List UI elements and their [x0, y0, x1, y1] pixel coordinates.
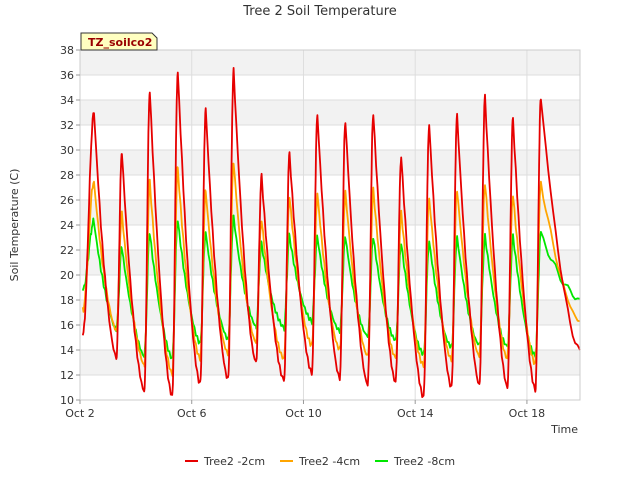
y-axis: 10 12 14 16 18 20 22 24 26 28 30 32 34 36 38 — [60, 44, 80, 407]
grid-band — [80, 150, 580, 175]
x-tick-label: Oct 14 — [397, 407, 434, 420]
y-tick-label: 26 — [60, 194, 74, 207]
grid-band — [80, 350, 580, 375]
y-tick-label: 10 — [60, 394, 74, 407]
grid-band — [80, 125, 580, 150]
x-tick-label: Oct 6 — [177, 407, 207, 420]
y-tick-label: 24 — [60, 219, 74, 232]
grid-band — [80, 175, 580, 200]
grid-band — [80, 200, 580, 225]
grid-band — [80, 225, 580, 250]
grid-band — [80, 50, 580, 75]
x-tick-label: Oct 2 — [65, 407, 95, 420]
grid-band — [80, 250, 580, 275]
x-tick-label: Oct 18 — [509, 407, 546, 420]
y-tick-label: 12 — [60, 369, 74, 382]
series-layer — [81, 67, 581, 398]
site-label: TZ_soilco2 — [88, 36, 152, 49]
site-label-box: TZ_soilco2 — [80, 32, 158, 51]
y-axis-label: Soil Temperature (C) — [8, 169, 21, 282]
x-axis: Oct 2 Oct 6 Oct 10 Oct 14 Oct 18 — [65, 400, 545, 420]
legend-label: Tree2 -4cm — [298, 455, 360, 468]
y-tick-label: 30 — [60, 144, 74, 157]
grid-band — [80, 325, 580, 350]
y-tick-label: 18 — [60, 294, 74, 307]
x-axis-label: Time — [550, 423, 578, 436]
y-tick-label: 38 — [60, 44, 74, 57]
y-tick-label: 36 — [60, 69, 74, 82]
y-tick-label: 34 — [60, 94, 74, 107]
x-tick-label: Oct 10 — [285, 407, 322, 420]
series-line-tree2-2cm — [81, 67, 581, 398]
y-tick-label: 20 — [60, 269, 74, 282]
legend-label: Tree2 -2cm — [203, 455, 265, 468]
grid-band — [80, 375, 580, 400]
y-tick-label: 14 — [60, 344, 74, 357]
y-tick-label: 16 — [60, 319, 74, 332]
legend: Tree2 -2cm Tree2 -4cm Tree2 -8cm — [185, 455, 455, 468]
y-tick-label: 32 — [60, 119, 74, 132]
y-tick-label: 22 — [60, 244, 74, 257]
y-tick-label: 28 — [60, 169, 74, 182]
grid-band — [80, 100, 580, 125]
grid-band — [80, 75, 580, 100]
legend-label: Tree2 -8cm — [393, 455, 455, 468]
chart-title: Tree 2 Soil Temperature — [242, 4, 397, 19]
